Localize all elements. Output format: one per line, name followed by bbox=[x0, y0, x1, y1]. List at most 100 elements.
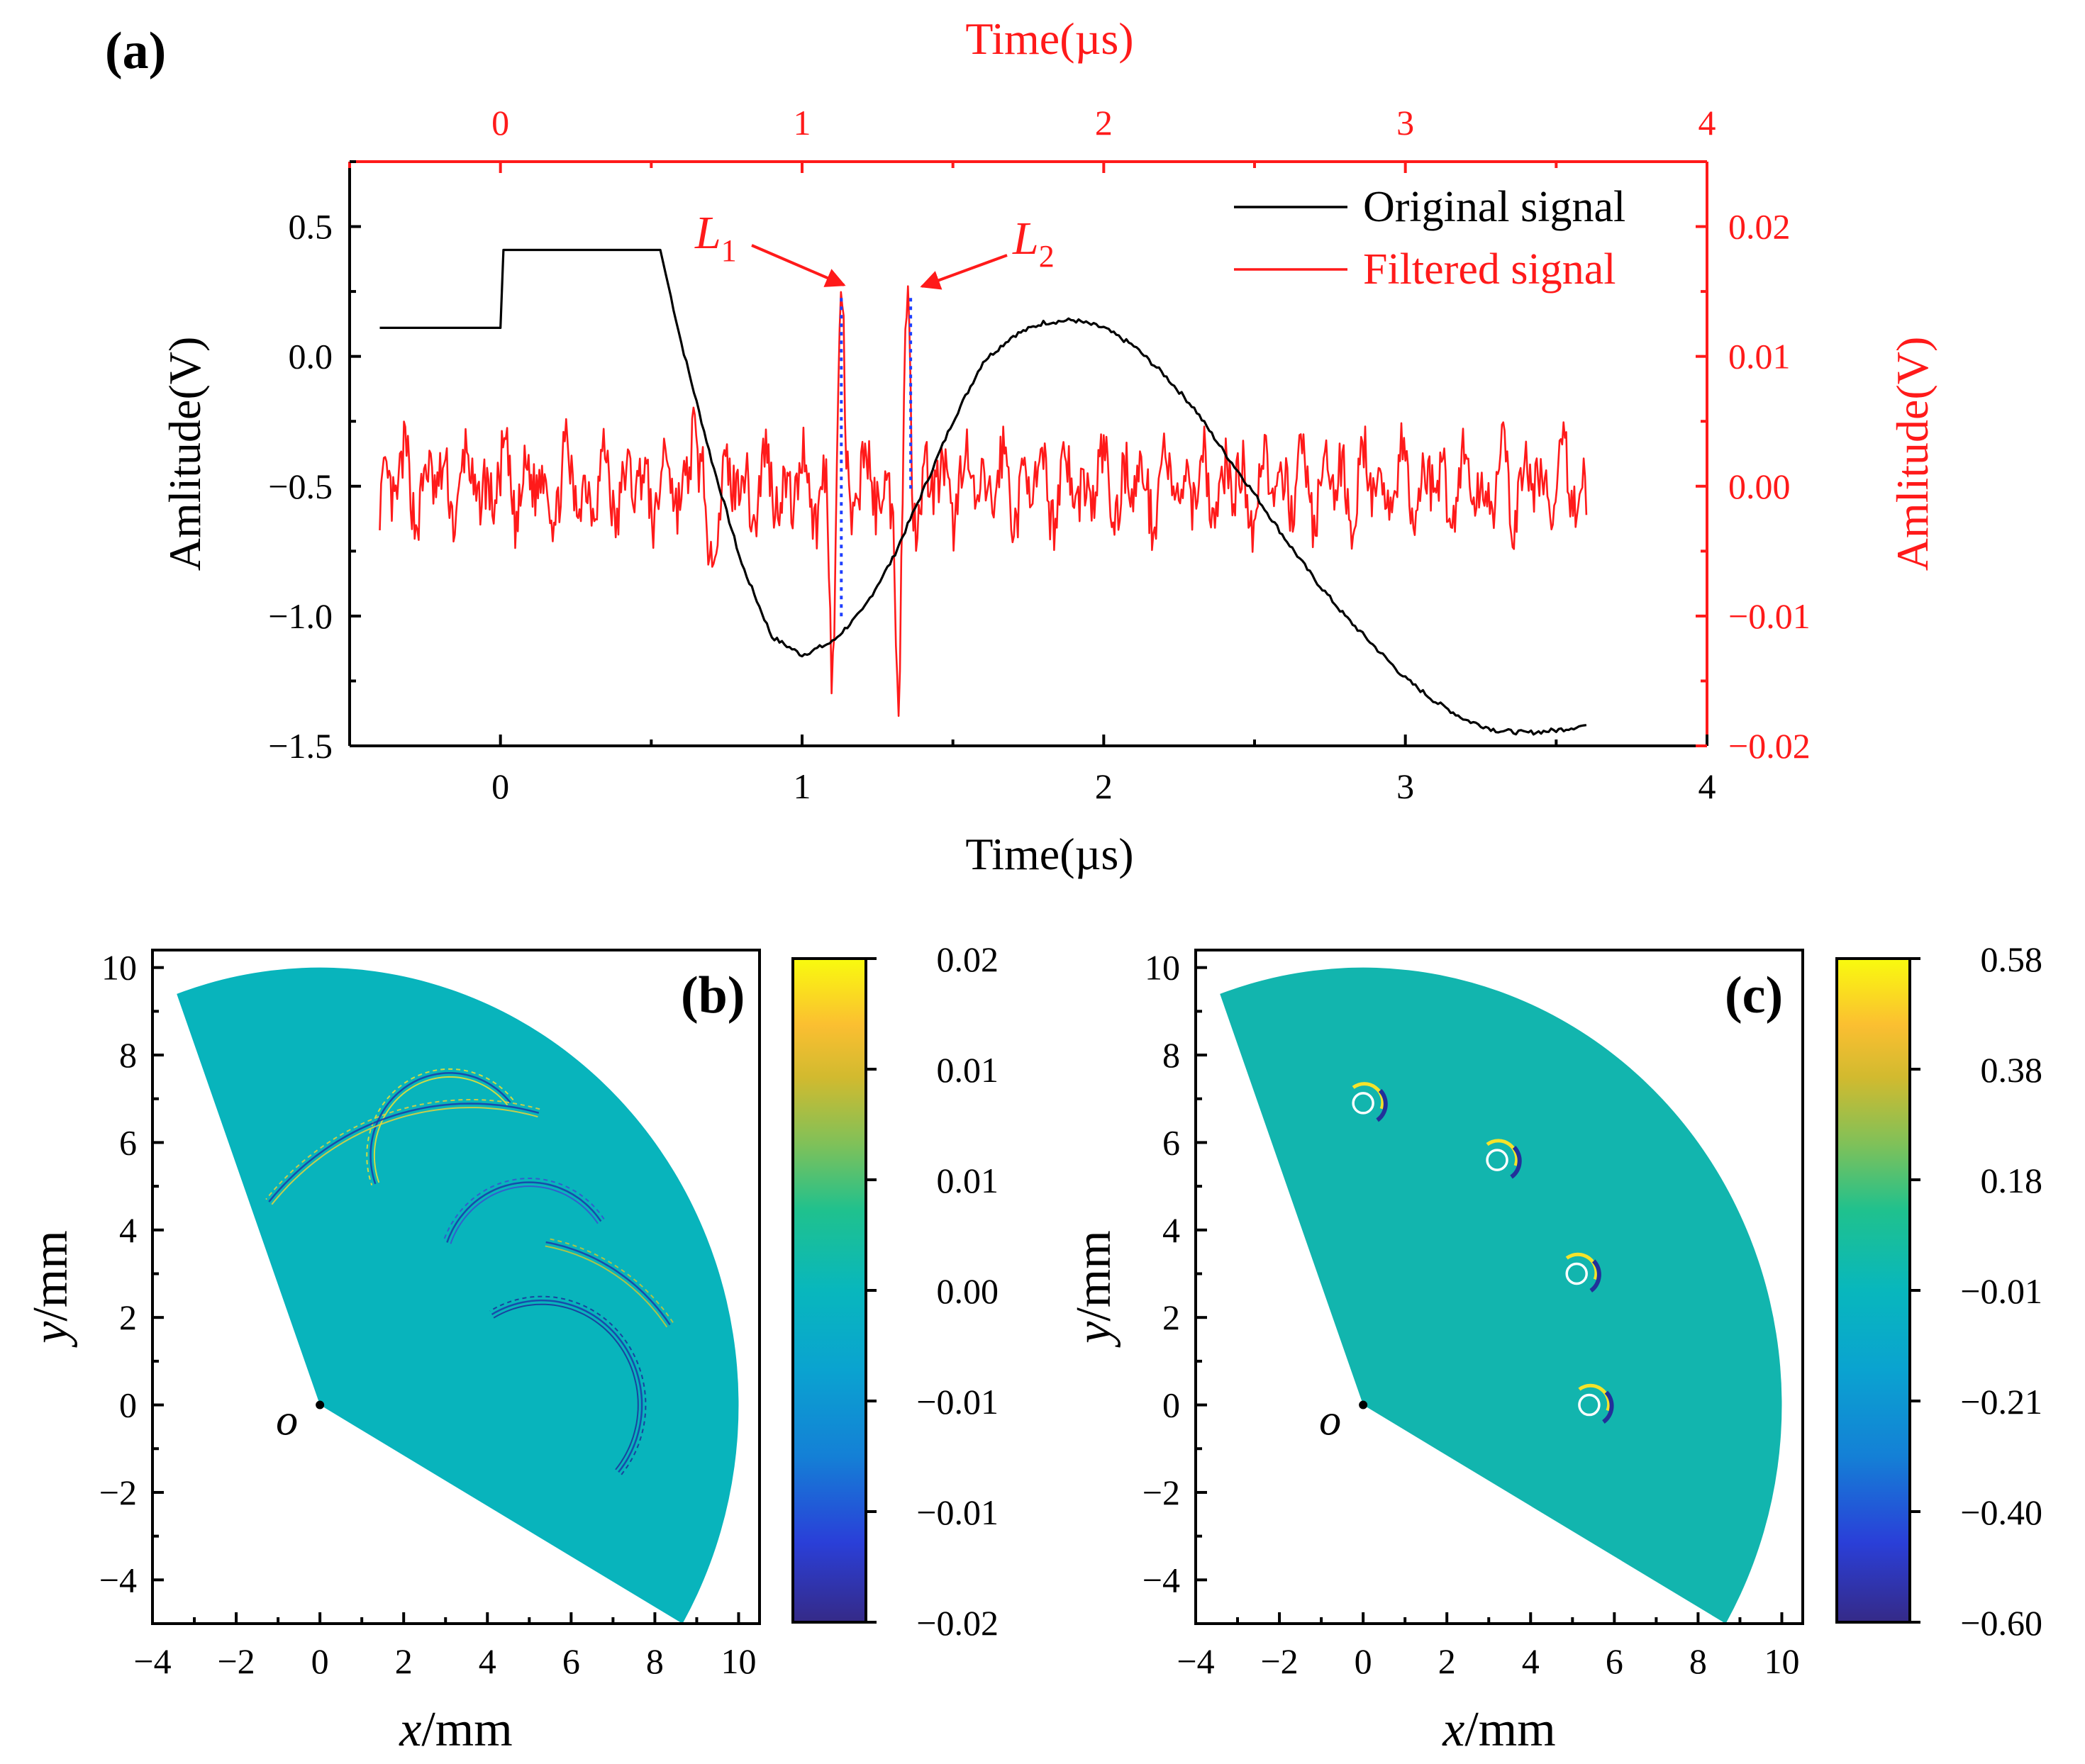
l1-label: L1 bbox=[694, 207, 737, 268]
colorbar-tick-label: 0.01 bbox=[937, 1050, 999, 1090]
colorbar-tick-label: −0.21 bbox=[1960, 1382, 2042, 1422]
a-xtick-label-top: 0 bbox=[491, 103, 509, 143]
a-xtick-label-top: 3 bbox=[1396, 103, 1414, 143]
b-wave-arc bbox=[493, 1303, 639, 1470]
a-xtick-label-bottom: 4 bbox=[1698, 766, 1716, 806]
colorbar-tick-label: 0.38 bbox=[1981, 1050, 2043, 1090]
colorbar-tick-label: 0.02 bbox=[937, 939, 999, 979]
a-xtick-label-bottom: 0 bbox=[491, 766, 509, 806]
ytick-label: 10 bbox=[101, 948, 137, 988]
c-defect-arc-blue bbox=[1589, 1259, 1601, 1293]
ytick-label: 0 bbox=[1162, 1385, 1180, 1425]
b-wave-arc bbox=[546, 1237, 674, 1323]
colorbar-tick-label: −0.01 bbox=[916, 1492, 999, 1532]
ytick-label: 6 bbox=[1162, 1122, 1180, 1162]
ytick-label: 4 bbox=[1162, 1210, 1180, 1250]
b-plot-frame bbox=[151, 949, 761, 1625]
b-wave-arcs bbox=[265, 1068, 674, 1475]
c-defect-arc-blue bbox=[1602, 1390, 1614, 1424]
colorbar-tick-label: −0.01 bbox=[916, 1382, 999, 1422]
xtick-label: 6 bbox=[1606, 1641, 1623, 1681]
xtick-label: 8 bbox=[1689, 1641, 1707, 1681]
a-ytick-label-right: −0.01 bbox=[1728, 596, 1811, 636]
ytick-label: −4 bbox=[99, 1560, 137, 1600]
a-ytick-label-left: −1.5 bbox=[268, 726, 333, 766]
a-ytick-label-right: 0.02 bbox=[1728, 207, 1791, 247]
colorbar-tick-label: 0.00 bbox=[937, 1271, 999, 1311]
b-xlabel: x/mm bbox=[399, 1702, 512, 1757]
colorbar-tick-label: 0.18 bbox=[1981, 1161, 2043, 1200]
l2-arrow bbox=[920, 254, 1008, 290]
ytick-label: 6 bbox=[119, 1122, 137, 1162]
c-colorbar-ticks: 0.58 0.38 0.18 −0.01 −0.21 −0.40 −0.60 bbox=[1910, 939, 2042, 1643]
ytick-label: 8 bbox=[1162, 1035, 1180, 1075]
a-ylabel-left: Amlitude(V) bbox=[160, 337, 210, 571]
c-ticks: −4 −2 0 2 4 6 8 10 10 8 6 4 2 0 −2 −4 bbox=[1142, 948, 1800, 1681]
xtick-label: 6 bbox=[562, 1641, 580, 1681]
colorbar-tick-label: 0.58 bbox=[1981, 939, 2043, 979]
c-defect-circle bbox=[1578, 1393, 1601, 1417]
c-origin-dot bbox=[1359, 1400, 1368, 1409]
b-wave-arc bbox=[450, 1185, 599, 1244]
a-ytick-label-right: −0.02 bbox=[1728, 726, 1811, 766]
ytick-label: 2 bbox=[119, 1297, 137, 1337]
c-defect-arc-yellow bbox=[1565, 1252, 1598, 1280]
a-xtick-label-top: 1 bbox=[794, 103, 811, 143]
colorbar-tick-label: −0.40 bbox=[1960, 1492, 2042, 1532]
a-ylabel-right: Amlitude(V) bbox=[1887, 337, 1937, 571]
filtered-signal-line bbox=[379, 285, 1588, 718]
xtick-label: 8 bbox=[646, 1641, 664, 1681]
b-wave-arc bbox=[446, 1181, 602, 1243]
a-ytick-label-left: 0.5 bbox=[289, 207, 333, 247]
c-defect-circle bbox=[1565, 1262, 1588, 1285]
panel-a-label: (a) bbox=[105, 22, 166, 80]
ytick-label: 0 bbox=[119, 1385, 137, 1425]
b-wave-arc bbox=[265, 1099, 540, 1200]
c-defect-circle bbox=[1352, 1092, 1374, 1115]
a-ytick-label-left: −0.5 bbox=[268, 467, 333, 506]
a-xlabel-bottom: Time(µs) bbox=[965, 829, 1133, 879]
c-defects bbox=[1352, 1082, 1614, 1424]
colorbar-tick-label: −0.01 bbox=[1960, 1271, 2042, 1311]
colorbar-tick-label: 0.01 bbox=[937, 1161, 999, 1200]
c-defect-arc-yellow bbox=[1578, 1383, 1611, 1412]
ytick-label: −4 bbox=[1142, 1560, 1180, 1600]
ytick-label: 10 bbox=[1145, 948, 1180, 988]
b-wave-arc bbox=[545, 1241, 671, 1326]
l1-arrow bbox=[751, 244, 846, 287]
ytick-label: 4 bbox=[119, 1210, 137, 1250]
a-ytick-label-left: 0.0 bbox=[289, 337, 333, 376]
legend-original-label: Original signal bbox=[1363, 183, 1625, 231]
c-defect-arc-blue bbox=[1510, 1146, 1522, 1179]
panel-a: (a) 0 0 1 1 2 2 3 3 4 4 0.5 0.0 −0.5 −1.0 −1.5 0.02 0.01… bbox=[105, 13, 1937, 879]
a-ytick-label-right: 0.00 bbox=[1728, 467, 1791, 506]
b-wave-arc bbox=[443, 1178, 605, 1241]
a-ytick-label-left: −1.0 bbox=[268, 596, 333, 636]
b-colorbar-ticks: 0.02 0.01 0.01 0.00 −0.01 −0.01 −0.02 bbox=[866, 939, 999, 1643]
a-xlabel-top: Time(µs) bbox=[965, 13, 1133, 64]
c-defect-arc-yellow bbox=[1486, 1139, 1519, 1166]
b-wave-arc bbox=[489, 1295, 647, 1475]
xtick-label: −2 bbox=[1260, 1641, 1298, 1681]
a-xtick-label-top: 2 bbox=[1095, 103, 1113, 143]
b-wave-arc bbox=[369, 1072, 511, 1185]
b-origin-dot bbox=[316, 1400, 325, 1409]
panel-c-label: (c) bbox=[1725, 966, 1783, 1025]
panel-c: o −4 −2 0 2 4 6 8 10 10 8 6 4 2 0 −2 −4 (c) x/mm y/mm 0… bbox=[1067, 939, 2042, 1757]
legend-filtered-label: Filtered signal bbox=[1363, 245, 1616, 294]
b-ylabel: y/mm bbox=[23, 1230, 78, 1347]
ytick-label: −2 bbox=[99, 1473, 137, 1512]
xtick-label: −2 bbox=[217, 1641, 255, 1681]
b-ticks: −4 −2 0 2 4 6 8 10 10 8 6 4 2 0 −2 −4 bbox=[99, 948, 757, 1681]
xtick-label: −4 bbox=[1177, 1641, 1214, 1681]
colorbar-tick-label: −0.02 bbox=[916, 1603, 999, 1643]
legend: Original signal Filtered signal bbox=[1234, 183, 1625, 294]
ytick-label: 2 bbox=[1162, 1297, 1180, 1337]
c-origin-label: o bbox=[1319, 1397, 1341, 1445]
c-xlabel: x/mm bbox=[1442, 1702, 1555, 1757]
b-wave-arc bbox=[373, 1076, 508, 1183]
xtick-label: 2 bbox=[1438, 1641, 1456, 1681]
b-origin-label: o bbox=[276, 1397, 298, 1445]
c-ylabel: y/mm bbox=[1067, 1230, 1121, 1347]
